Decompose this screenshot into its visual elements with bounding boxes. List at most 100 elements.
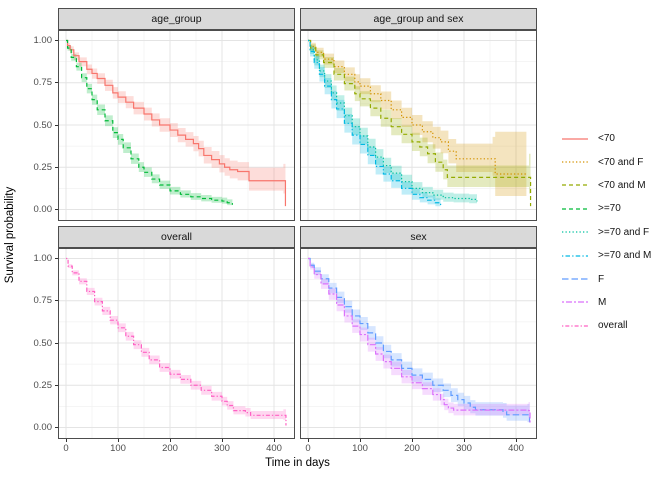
legend-key-f [562,278,588,280]
ci-ribbon-ge70 [66,40,233,207]
y-tick-label: 0.50 [33,119,53,131]
x-tick-mark [169,439,171,442]
panel-plot-sex [300,248,537,439]
legend-key-overall [562,325,588,327]
survival-curve-ge70-and-m [308,39,442,206]
x-tick-label: 300 [456,443,472,454]
facet-strip-label: age_group and sex [373,13,464,25]
ci-ribbon-lt70-and-f [308,40,527,196]
y-tick-label: 0.25 [33,379,53,391]
legend-label-m: M [598,296,607,308]
facet-strip-label: age_group [151,13,202,25]
y-tick-label: 1.00 [33,35,53,46]
ci-ribbon-f [308,258,530,427]
facet-strip-label: sex [410,231,427,243]
survival-curve-overall [66,257,287,426]
legend-item-lt70-and-m: <70 and M [560,174,651,197]
legend-key-lt70-and-m [562,184,588,187]
survival-curve-lt70-and-m [308,39,532,207]
legend-label-ge70-and-m: >=70 and M [598,250,652,262]
y-tick-mark [55,384,58,386]
y-tick-mark [55,82,58,84]
y-tick-mark [55,124,58,126]
legend-label-lt70-and-f: <70 and F [598,156,644,168]
x-tick-mark [65,439,67,442]
legend-item-m: M [560,291,651,314]
legend-label-ge70-and-f: >=70 and F [598,226,650,238]
facet-strip-sex: sex [300,226,537,248]
x-tick-mark [307,439,309,442]
x-axis-title: Time in days [265,457,330,469]
gridlines [58,248,295,439]
x-tick-mark [359,439,361,442]
y-tick-mark [55,300,58,302]
y-axis-title: Survival probability [4,186,16,284]
legend-key-ge70 [562,208,588,210]
legend-key-m [562,301,588,304]
legend-label-f: F [598,273,605,285]
x-tick-mark [463,439,465,442]
ci-ribbon-lt70-and-m [308,40,531,210]
y-tick-mark [55,342,58,344]
x-tick-label: 0 [305,443,311,454]
gridlines [58,30,295,221]
ci-ribbon-lt70 [66,40,286,210]
legend-label-lt70: <70 [598,133,615,145]
facet-strip-age-group: age_group [58,8,295,30]
x-tick-label: 200 [404,443,420,454]
x-tick-mark [411,439,413,442]
legend-item-f: F [560,267,651,290]
panel-plot-age-group-and-sex [300,30,537,221]
panel-plot-overall [58,248,295,439]
legend-item-ge70-and-m: >=70 and M [560,244,651,267]
x-tick-label: 400 [508,443,524,454]
legend-label-ge70: >=70 [598,203,621,215]
x-tick-mark [515,439,517,442]
legend-label-overall: overall [598,320,628,332]
ci-ribbon-m [308,258,531,428]
y-tick-label: 0.75 [33,77,53,89]
x-tick-mark [221,439,223,442]
facet-strip-overall: overall [58,226,295,248]
panel-plot-age-group [58,30,295,221]
y-tick-mark [55,166,58,168]
x-tick-label: 100 [352,443,368,454]
gridlines [300,248,537,439]
x-tick-label: 200 [162,443,178,454]
x-tick-label: 0 [63,443,69,454]
y-tick-label: 0.00 [33,422,53,433]
x-tick-mark [117,439,119,442]
survival-curve-lt70 [66,39,287,207]
x-tick-label: 400 [266,443,282,454]
y-tick-mark [55,209,58,210]
legend-item-lt70-and-f: <70 and F [560,150,651,173]
legend-item-ge70-and-f: >=70 and F [560,221,651,244]
survival-curve-f [308,257,531,423]
legend: <70 <70 and F <70 and M >=70 >=70 and F >=70 … [560,127,651,338]
legend-item-overall: overall [560,314,651,337]
x-tick-label: 100 [110,443,126,454]
y-tick-label: 0.75 [33,295,53,307]
y-tick-mark [55,427,58,428]
survival-curve-m [308,257,531,425]
y-tick-label: 0.25 [33,161,53,173]
y-tick-mark [55,258,58,259]
y-tick-label: 0.00 [33,204,53,215]
facet-strip-label: overall [161,231,192,243]
legend-key-lt70-and-f [562,161,588,163]
y-tick-label: 1.00 [33,253,53,264]
legend-key-lt70 [562,138,588,140]
survival-curve-ge70 [66,39,233,205]
y-tick-label: 0.50 [33,337,53,349]
ci-ribbon-ge70-and-f [308,40,477,206]
legend-item-lt70: <70 [560,127,651,150]
legend-key-ge70-and-m [562,254,588,257]
legend-item-ge70: >=70 [560,197,651,220]
y-tick-mark [55,40,58,41]
x-tick-label: 300 [214,443,230,454]
legend-key-ge70-and-f [562,231,588,233]
facet-strip-age-group-and-sex: age_group and sex [300,8,537,30]
x-tick-mark [273,439,275,442]
legend-label-lt70-and-m: <70 and M [598,179,646,191]
